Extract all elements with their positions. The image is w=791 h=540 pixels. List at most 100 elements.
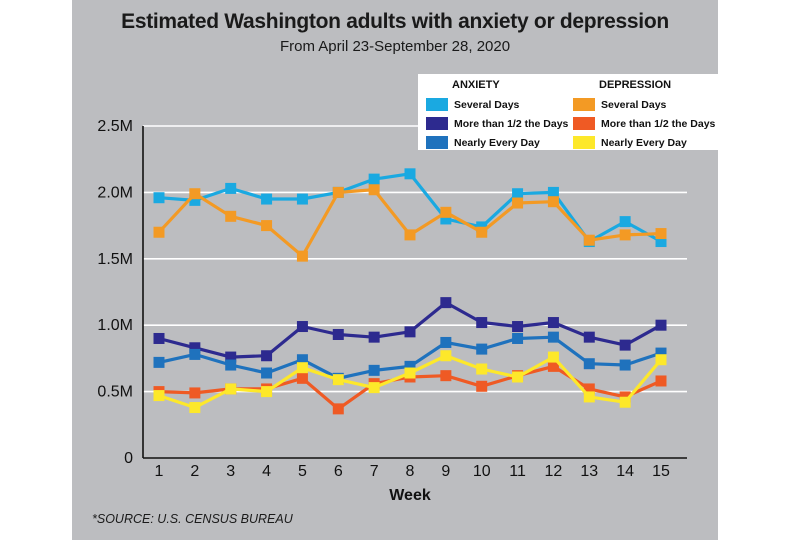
data-point	[512, 197, 524, 209]
series-anxiety-1	[153, 297, 667, 363]
data-point	[512, 321, 524, 333]
data-point	[332, 186, 344, 198]
data-point	[476, 317, 488, 329]
data-point	[332, 328, 344, 340]
x-tick-label: 5	[298, 463, 307, 480]
data-point	[189, 194, 201, 206]
data-point	[153, 226, 165, 238]
data-point	[404, 229, 416, 241]
legend-label: More than 1/2 the Days	[601, 117, 716, 130]
data-point	[296, 250, 308, 262]
x-tick-label: 9	[441, 463, 450, 480]
data-point	[512, 332, 524, 344]
data-point	[296, 321, 308, 333]
data-point	[404, 326, 416, 338]
data-point	[440, 370, 452, 382]
data-point	[332, 403, 344, 415]
data-point	[225, 383, 237, 395]
data-point	[583, 383, 595, 395]
gridlines	[143, 125, 687, 393]
data-point	[583, 331, 595, 343]
data-point	[368, 331, 380, 343]
series-depression-3	[153, 184, 667, 262]
data-point	[404, 360, 416, 372]
data-point	[225, 359, 237, 371]
legend-anxiety-header: ANXIETY	[452, 79, 500, 91]
data-point	[655, 354, 667, 366]
data-point	[225, 351, 237, 363]
x-tick-label: 4	[262, 463, 271, 480]
x-tick-label: 3	[226, 463, 235, 480]
data-point	[619, 339, 631, 351]
data-point	[296, 193, 308, 205]
legend-label: Nearly Every Day	[454, 136, 540, 149]
legend-swatch	[573, 117, 595, 130]
data-point	[189, 188, 201, 200]
legend-swatch	[426, 136, 448, 149]
data-point	[225, 182, 237, 194]
chart-subtitle: From April 23-September 28, 2020	[279, 38, 511, 55]
y-tick-label: 0.5M	[97, 384, 133, 401]
legend-item: Nearly Every Day	[573, 133, 715, 152]
data-point	[655, 375, 667, 387]
legend-label: Several Days	[601, 98, 667, 111]
data-point	[476, 363, 488, 375]
x-tick-label: 7	[370, 463, 379, 480]
legend-anxiety-column: ANXIETY Several Days More than 1/2 the Da…	[426, 79, 568, 152]
data-point	[296, 354, 308, 366]
data-point	[547, 196, 559, 208]
series-group	[153, 168, 667, 415]
data-point	[332, 374, 344, 386]
x-tick-label: 11	[509, 463, 526, 480]
legend-item: More than 1/2 the Days	[573, 114, 715, 133]
data-point	[655, 228, 667, 240]
legend-swatch	[426, 98, 448, 111]
data-point	[368, 173, 380, 185]
x-tick-label: 2	[190, 463, 199, 480]
data-point	[476, 380, 488, 392]
data-point	[261, 193, 273, 205]
x-tick-label: 6	[334, 463, 343, 480]
data-point	[440, 350, 452, 362]
data-point	[583, 234, 595, 246]
x-axis-title: Week	[389, 487, 431, 504]
y-tick-label: 1.0M	[97, 317, 133, 334]
data-point	[440, 336, 452, 348]
data-point	[368, 364, 380, 376]
data-point	[655, 347, 667, 359]
data-point	[512, 371, 524, 383]
x-tick-label: 13	[580, 463, 598, 480]
legend-depression-header: DEPRESSION	[599, 79, 672, 91]
x-tick-label: 14	[616, 463, 634, 480]
x-tick-label: 15	[652, 463, 670, 480]
x-tick-label: 1	[155, 463, 164, 480]
series-depression-5	[153, 350, 667, 414]
data-point	[547, 317, 559, 329]
y-tick-label: 2.5M	[97, 118, 133, 135]
data-point	[440, 213, 452, 225]
x-tick-label: 12	[545, 463, 563, 480]
data-point	[476, 343, 488, 355]
data-point	[547, 351, 559, 363]
data-point	[440, 297, 452, 309]
data-point	[583, 391, 595, 403]
data-point	[153, 356, 165, 368]
data-point	[261, 220, 273, 232]
axes	[142, 126, 687, 459]
data-point	[440, 206, 452, 218]
data-point	[619, 396, 631, 408]
chart-title: Estimated Washington adults with anxiety…	[121, 10, 669, 33]
data-point	[512, 188, 524, 200]
data-point	[476, 226, 488, 238]
legend-item: Nearly Every Day	[426, 133, 568, 152]
data-point	[583, 358, 595, 370]
legend-item: Several Days	[426, 95, 568, 114]
data-point	[547, 360, 559, 372]
data-point	[189, 402, 201, 414]
legend-label: Nearly Every Day	[601, 136, 687, 149]
data-point	[189, 387, 201, 399]
data-point	[655, 236, 667, 248]
legend: ANXIETY Several Days More than 1/2 the Da…	[418, 74, 718, 150]
data-point	[189, 342, 201, 354]
